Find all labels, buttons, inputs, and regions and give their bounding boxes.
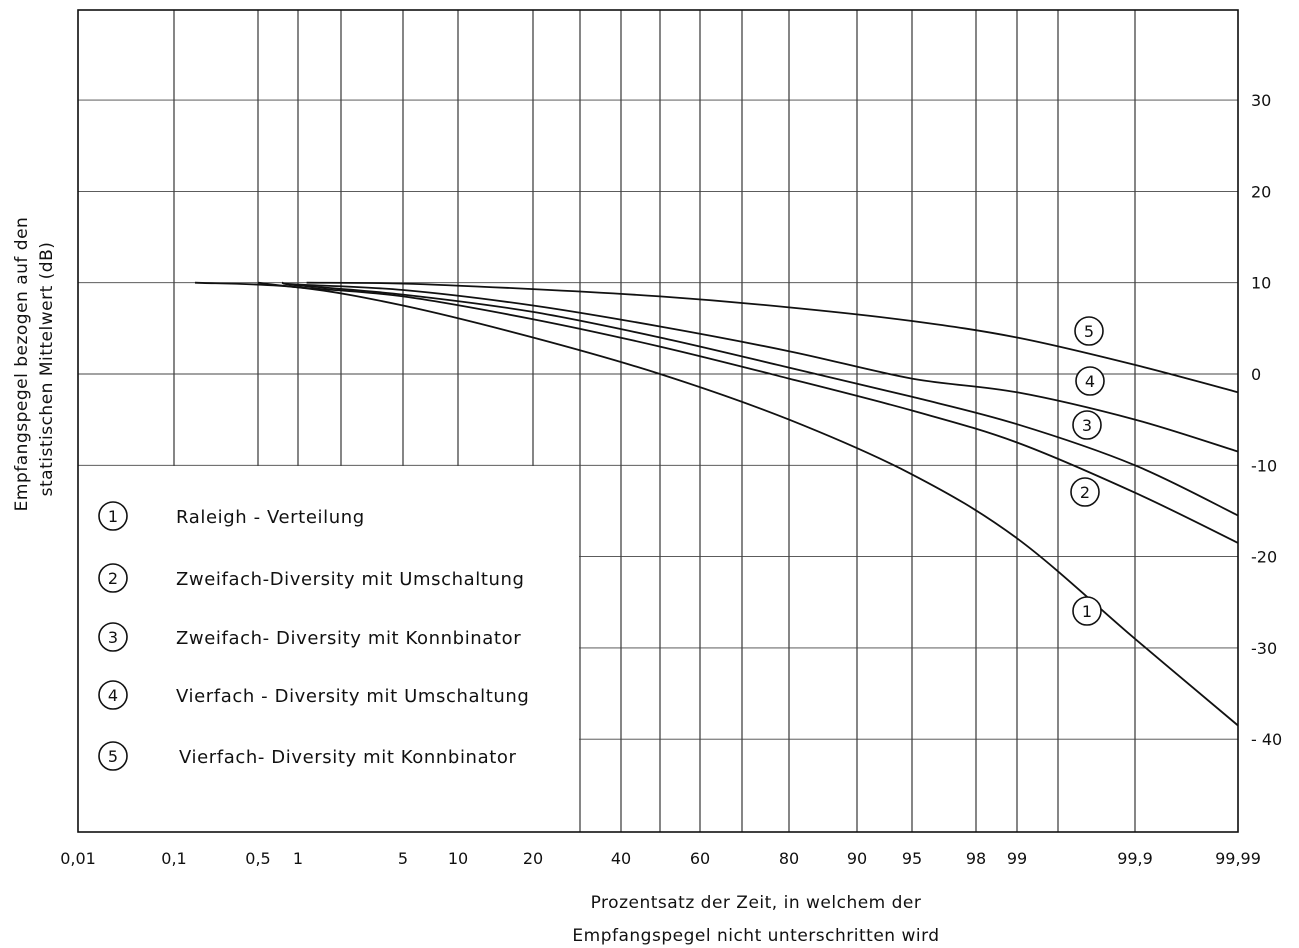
legend-item-label: Zweifach-Diversity mit Umschaltung — [176, 569, 525, 590]
x-tick-label: 10 — [448, 849, 468, 868]
series-5-line — [306, 281, 1239, 394]
y-tick-label: -10 — [1251, 456, 1277, 475]
curve-marker-circle — [1075, 366, 1105, 396]
curve-marker-circle — [1074, 316, 1104, 346]
x-tick-label: 0,5 — [245, 849, 270, 868]
x-tick-label: 99,99 — [1215, 849, 1261, 868]
y-tick-label: 10 — [1251, 274, 1271, 293]
series-2-line — [257, 281, 1239, 544]
curve-marker-label: 4 — [1085, 372, 1095, 391]
legend-item-label: Raleigh - Verteilung — [176, 507, 365, 528]
legend-item-label: Vierfach- Diversity mit Konnbinator — [179, 747, 516, 768]
y-tick-label: 20 — [1251, 182, 1271, 201]
x-tick-label: 60 — [690, 849, 710, 868]
x-tick-label: 5 — [398, 849, 408, 868]
curve-marker-label: 1 — [1082, 602, 1092, 621]
legend-marker-label: 4 — [108, 686, 118, 705]
y-axis-label-line2: statistischen Mittelwert (dB) — [37, 242, 57, 497]
curves — [194, 281, 1239, 727]
axis-labels: Prozentsatz der Zeit, in welchem der Empf… — [12, 217, 939, 946]
curve-marker-circle — [1070, 477, 1100, 507]
y-tick-labels: 30 20 10 0 -10 -20 -30 - 40 — [1251, 91, 1282, 749]
plot-frame — [77, 9, 1239, 833]
legend-box — [78, 466, 579, 832]
x-tick-label: 99 — [1007, 849, 1027, 868]
series-3-line — [281, 281, 1239, 517]
series-1-line — [194, 281, 1239, 727]
x-tick-label: 99,9 — [1117, 849, 1153, 868]
x-tick-label: 0,01 — [60, 849, 96, 868]
legend-marker-label: 3 — [108, 628, 118, 647]
x-tick-labels: 0,01 0,1 0,5 1 5 10 20 40 60 80 90 95 98 99 99,9 99,99 — [60, 849, 1261, 868]
y-axis-label-line1: Empfangspegel bezogen auf den — [12, 217, 32, 512]
y-tick-label: -30 — [1251, 639, 1277, 658]
legend-marker-circle — [98, 680, 128, 710]
curve-marker-label: 5 — [1084, 322, 1094, 341]
legend-marker-label: 1 — [108, 507, 118, 526]
legend-marker-circle — [98, 741, 128, 771]
y-tick-label: 0 — [1251, 365, 1261, 384]
legend-item-label: Vierfach - Diversity mit Umschaltung — [176, 686, 529, 707]
x-tick-label: 0,1 — [161, 849, 186, 868]
legend-marker-label: 2 — [108, 569, 118, 588]
x-tick-label: 95 — [902, 849, 922, 868]
series-4-line — [281, 281, 1239, 453]
legend-item-label: Zweifach- Diversity mit Konnbinator — [176, 628, 521, 649]
x-tick-label: 80 — [779, 849, 799, 868]
x-axis-label-line1: Prozentsatz der Zeit, in welchem der — [591, 893, 922, 913]
legend-marker-circle — [98, 622, 128, 652]
x-tick-label: 90 — [847, 849, 867, 868]
legend-marker-circle — [98, 563, 128, 593]
legend-marker-circle — [98, 501, 128, 531]
x-axis-label-line2: Empfangspegel nicht unterschritten wird — [572, 926, 939, 946]
x-tick-label: 40 — [611, 849, 631, 868]
legend-marker-label: 5 — [108, 747, 118, 766]
x-tick-label: 98 — [966, 849, 986, 868]
curve-marker-label: 2 — [1080, 483, 1090, 502]
legend: 1 Raleigh - Verteilung 2 Zweifach-Diversity… — [98, 501, 529, 771]
curve-marker-label: 3 — [1082, 416, 1092, 435]
y-tick-label: 30 — [1251, 91, 1271, 110]
curve-labels: 1 2 3 4 5 — [1070, 316, 1105, 626]
curve-marker-circle — [1072, 410, 1102, 440]
y-tick-label: -20 — [1251, 548, 1277, 567]
curve-marker-circle — [1072, 596, 1102, 626]
x-tick-label: 1 — [293, 849, 303, 868]
y-tick-label: - 40 — [1251, 730, 1282, 749]
x-tick-label: 20 — [523, 849, 543, 868]
